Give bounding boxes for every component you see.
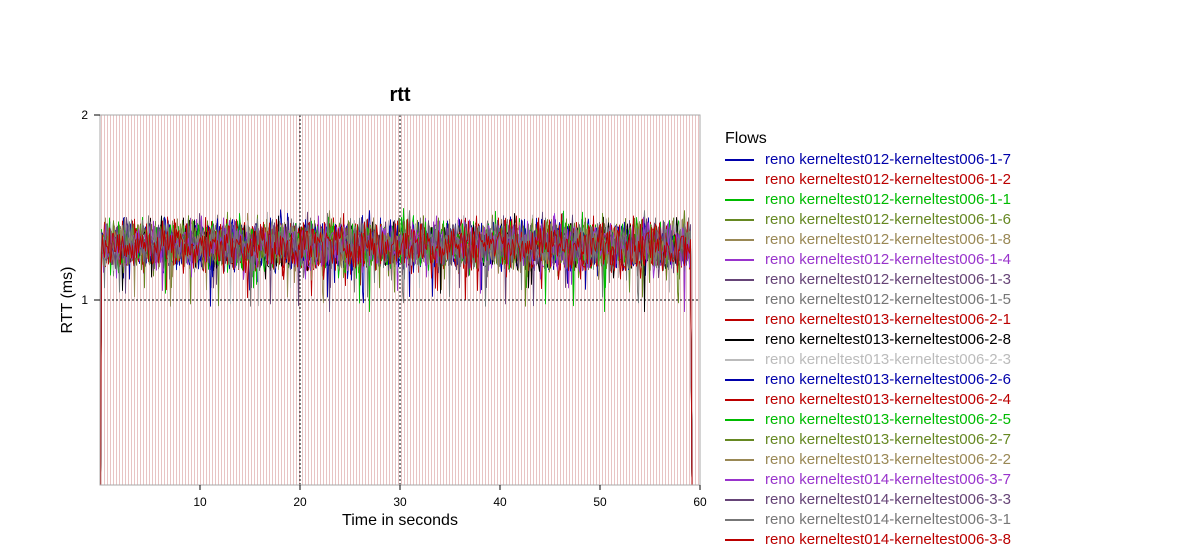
legend-label: reno kerneltest012-kerneltest006-1-2 <box>765 171 1011 188</box>
legend-item: reno kerneltest012-kerneltest006-1-5 <box>725 290 1195 310</box>
y-tick-label: 1 <box>81 293 88 307</box>
x-tick-label: 10 <box>193 495 207 509</box>
legend-label: reno kerneltest014-kerneltest006-3-8 <box>765 531 1011 548</box>
legend-item: reno kerneltest012-kerneltest006-1-8 <box>725 230 1195 250</box>
axes: 10 20 30 40 50 60 1 2 <box>81 108 707 509</box>
legend-label: reno kerneltest013-kerneltest006-2-2 <box>765 451 1011 468</box>
legend-label: reno kerneltest012-kerneltest006-1-3 <box>765 271 1011 288</box>
grid-lines <box>100 115 700 485</box>
series-line-20 <box>100 215 693 486</box>
legend-swatch <box>725 259 754 262</box>
x-tick-label: 30 <box>393 495 407 509</box>
x-tick-label: 40 <box>493 495 507 509</box>
legend-swatch <box>725 359 754 362</box>
legend-label: reno kerneltest013-kerneltest006-2-4 <box>765 391 1011 408</box>
legend-label: reno kerneltest012-kerneltest006-1-7 <box>765 151 1011 168</box>
legend-swatch <box>725 159 754 162</box>
legend-item: reno kerneltest012-kerneltest006-1-6 <box>725 210 1195 230</box>
legend-item: reno kerneltest014-kerneltest006-3-8 <box>725 530 1195 550</box>
y-tick-label: 2 <box>81 108 88 122</box>
legend-swatch <box>725 439 754 442</box>
legend-label: reno kerneltest012-kerneltest006-1-1 <box>765 191 1011 208</box>
legend-swatch <box>725 519 754 522</box>
chart-title: rtt <box>389 84 410 106</box>
legend-label: reno kerneltest013-kerneltest006-2-8 <box>765 331 1011 348</box>
y-axis-label: RTT (ms) <box>59 267 76 334</box>
legend-label: reno kerneltest012-kerneltest006-1-4 <box>765 251 1011 268</box>
legend: Flows reno kerneltest012-kerneltest006-1… <box>725 128 1195 550</box>
legend-swatch <box>725 279 754 282</box>
legend-label: reno kerneltest014-kerneltest006-3-1 <box>765 511 1011 528</box>
legend-swatch <box>725 419 754 422</box>
legend-swatch <box>725 319 754 322</box>
legend-item: reno kerneltest012-kerneltest006-1-7 <box>725 150 1195 170</box>
legend-swatch <box>725 479 754 482</box>
legend-label: reno kerneltest014-kerneltest006-3-3 <box>765 491 1011 508</box>
legend-label: reno kerneltest013-kerneltest006-2-1 <box>765 311 1011 328</box>
legend-swatch <box>725 299 754 302</box>
series-layer <box>100 208 693 486</box>
legend-label: reno kerneltest014-kerneltest006-3-7 <box>765 471 1011 488</box>
legend-item: reno kerneltest013-kerneltest006-2-5 <box>725 410 1195 430</box>
legend-swatch <box>725 499 754 502</box>
legend-item: reno kerneltest013-kerneltest006-2-2 <box>725 450 1195 470</box>
legend-item: reno kerneltest012-kerneltest006-1-3 <box>725 270 1195 290</box>
legend-item: reno kerneltest014-kerneltest006-3-1 <box>725 510 1195 530</box>
x-tick-label: 20 <box>293 495 307 509</box>
legend-swatch <box>725 239 754 242</box>
legend-item: reno kerneltest013-kerneltest006-2-1 <box>725 310 1195 330</box>
legend-swatch <box>725 459 754 462</box>
rtt-chart: rtt 10 20 30 40 50 60 1 2 Time in seconds RTT (… <box>59 84 707 529</box>
legend-item: reno kerneltest013-kerneltest006-2-7 <box>725 430 1195 450</box>
legend-label: reno kerneltest012-kerneltest006-1-8 <box>765 231 1011 248</box>
legend-item: reno kerneltest012-kerneltest006-1-2 <box>725 170 1195 190</box>
legend-swatch <box>725 199 754 202</box>
legend-swatch <box>725 339 754 342</box>
legend-items: reno kerneltest012-kerneltest006-1-7 reno… <box>725 150 1195 550</box>
x-tick-label: 60 <box>693 495 707 509</box>
legend-item: reno kerneltest014-kerneltest006-3-7 <box>725 470 1195 490</box>
legend-item: reno kerneltest013-kerneltest006-2-8 <box>725 330 1195 350</box>
legend-label: reno kerneltest012-kerneltest006-1-5 <box>765 291 1011 308</box>
legend-swatch <box>725 179 754 182</box>
legend-swatch <box>725 379 754 382</box>
legend-label: reno kerneltest013-kerneltest006-2-7 <box>765 431 1011 448</box>
legend-label: reno kerneltest013-kerneltest006-2-3 <box>765 351 1011 368</box>
legend-item: reno kerneltest012-kerneltest006-1-4 <box>725 250 1195 270</box>
legend-item: reno kerneltest013-kerneltest006-2-3 <box>725 350 1195 370</box>
legend-item: reno kerneltest014-kerneltest006-3-3 <box>725 490 1195 510</box>
legend-label: reno kerneltest012-kerneltest006-1-6 <box>765 211 1011 228</box>
legend-item: reno kerneltest012-kerneltest006-1-1 <box>725 190 1195 210</box>
legend-label: reno kerneltest013-kerneltest006-2-6 <box>765 371 1011 388</box>
legend-swatch <box>725 399 754 402</box>
x-axis-label: Time in seconds <box>342 512 458 529</box>
legend-title: Flows <box>725 130 767 147</box>
legend-label: reno kerneltest013-kerneltest006-2-5 <box>765 411 1011 428</box>
legend-swatch <box>725 539 754 542</box>
legend-swatch <box>725 219 754 222</box>
legend-item: reno kerneltest013-kerneltest006-2-6 <box>725 370 1195 390</box>
legend-item: reno kerneltest013-kerneltest006-2-4 <box>725 390 1195 410</box>
x-tick-label: 50 <box>593 495 607 509</box>
